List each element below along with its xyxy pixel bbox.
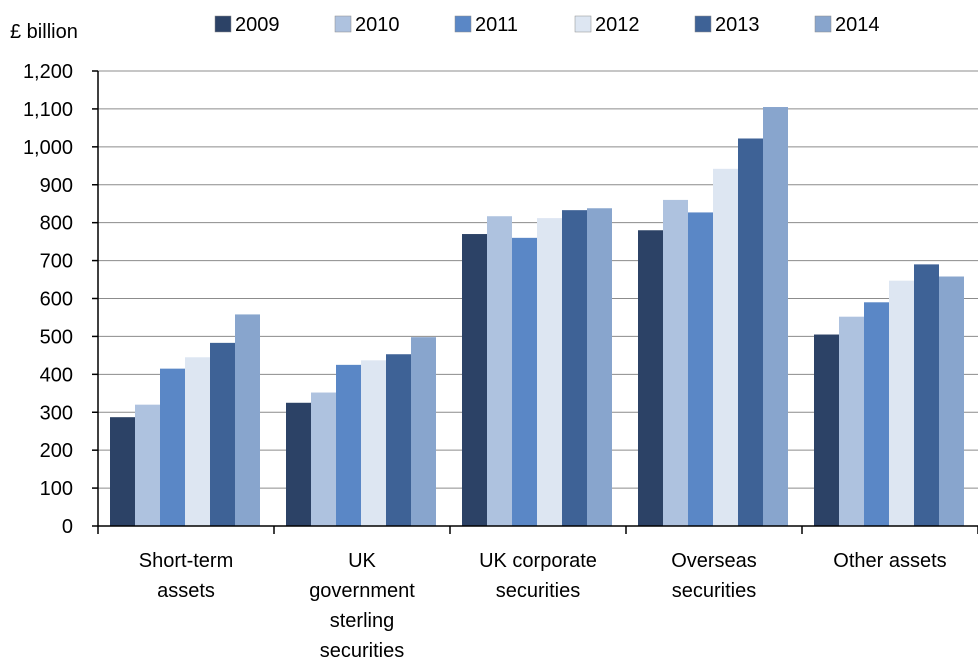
- bar-2009-5: [814, 334, 839, 526]
- axes: [92, 70, 978, 534]
- legend-swatch-2011: [454, 15, 472, 33]
- y-tick-label: 100: [40, 478, 73, 500]
- category-label: UK: [348, 550, 376, 572]
- category-label: assets: [157, 580, 215, 602]
- y-tick-label: 1,000: [23, 137, 73, 159]
- bar-2014-4: [763, 107, 788, 526]
- bar-2009-4: [638, 230, 663, 526]
- bar-2012-5: [889, 280, 914, 526]
- bar-2014-1: [235, 314, 260, 526]
- y-tick-label: 300: [40, 402, 73, 424]
- bar-2013-3: [562, 210, 587, 526]
- y-tick-labels: 0 100 200 300 400 500 600 700 800 900 1,000 1,100 1,…: [23, 61, 73, 538]
- y-tick-label: 1,200: [23, 61, 73, 83]
- category-labels: Short-term assets UK government sterling secu…: [139, 550, 947, 662]
- category-label: securities: [320, 640, 404, 662]
- legend-swatch-2010: [334, 15, 352, 33]
- category-label: government: [309, 580, 415, 602]
- y-tick-label: 200: [40, 440, 73, 462]
- bar-2010-5: [839, 316, 864, 526]
- legend-label-2011: 2011: [475, 14, 518, 36]
- bar-2012-4: [713, 168, 738, 526]
- bar-2009-2: [286, 402, 311, 526]
- bar-2010-2: [311, 392, 336, 526]
- legend-label-2014: 2014: [835, 14, 880, 36]
- bar-2013-1: [210, 342, 235, 526]
- y-axis-unit-label: £ billion: [10, 21, 78, 43]
- category-label: Overseas: [671, 550, 757, 572]
- bar-2011-2: [336, 364, 361, 526]
- legend-swatch-2012: [574, 15, 592, 33]
- y-tick-label: 800: [40, 213, 73, 235]
- bar-2011-3: [512, 237, 537, 527]
- y-tick-label: 400: [40, 364, 73, 386]
- bar-2011-4: [688, 212, 713, 526]
- bar-2011-1: [160, 368, 185, 526]
- bar-2014-3: [587, 208, 612, 526]
- legend-label-2013: 2013: [715, 14, 760, 36]
- bar-2010-1: [135, 404, 160, 526]
- bar-2013-4: [738, 138, 763, 526]
- legend: 2009 2010 2011 2012 2013 2014: [214, 14, 880, 36]
- category-label: Other assets: [833, 550, 946, 572]
- bar-2013-5: [914, 264, 939, 526]
- category-label: securities: [496, 580, 580, 602]
- category-label: sterling: [330, 610, 394, 632]
- category-label: securities: [672, 580, 756, 602]
- bar-2012-2: [361, 360, 386, 526]
- bar-2011-5: [864, 302, 889, 526]
- bar-2009-3: [462, 234, 487, 526]
- y-tick-label: 500: [40, 326, 73, 348]
- bar-2010-3: [487, 216, 512, 527]
- legend-swatch-2009: [214, 15, 232, 33]
- category-label: Short-term: [139, 550, 233, 572]
- y-tick-label: 0: [62, 516, 73, 538]
- bar-2014-2: [411, 337, 436, 526]
- legend-label-2012: 2012: [595, 14, 640, 36]
- y-tick-label: 1,100: [23, 99, 73, 121]
- y-tick-label: 700: [40, 251, 73, 273]
- category-label: UK corporate: [479, 550, 597, 572]
- legend-label-2009: 2009: [235, 14, 280, 36]
- legend-label-2010: 2010: [355, 14, 400, 36]
- bar-2010-4: [663, 199, 688, 526]
- y-tick-label: 900: [40, 175, 73, 197]
- bar-2012-1: [185, 357, 210, 526]
- legend-swatch-2013: [694, 15, 712, 33]
- bar-2014-5: [939, 276, 964, 526]
- legend-swatch-2014: [814, 15, 832, 33]
- y-tick-label: 600: [40, 289, 73, 311]
- bar-2012-3: [537, 218, 562, 526]
- bar-2013-2: [386, 354, 411, 526]
- bars: [110, 107, 964, 527]
- bar-2009-1: [110, 417, 135, 526]
